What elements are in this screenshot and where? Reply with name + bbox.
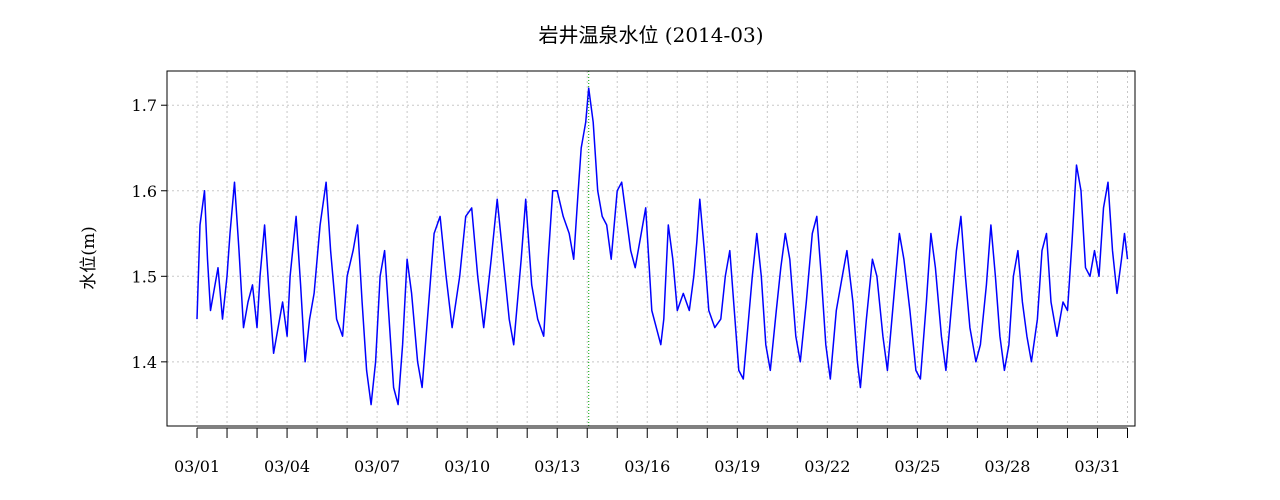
x-tick-label: 03/10 xyxy=(444,457,490,476)
y-axis: 1.4 1.5 1.6 1.7 xyxy=(132,96,167,372)
grid xyxy=(167,71,1135,426)
y-tick-label: 1.6 xyxy=(132,182,157,201)
y-axis-label: 水位(m) xyxy=(79,226,99,289)
water-level-series-line xyxy=(196,87,1129,406)
plot-frame xyxy=(166,70,1136,427)
x-tick-label: 03/01 xyxy=(174,457,220,476)
x-tick-label: 03/28 xyxy=(984,457,1030,476)
x-tick-label: 03/04 xyxy=(264,457,310,476)
x-tick-label: 03/22 xyxy=(804,457,850,476)
x-axis: 03/01 03/04 03/07 03/10 03/13 03/16 03/19 03/22… xyxy=(174,427,1128,476)
x-tick-label: 03/13 xyxy=(534,457,580,476)
y-tick-label: 1.4 xyxy=(132,353,157,372)
y-tick-label: 1.5 xyxy=(132,267,157,286)
series-layer xyxy=(196,87,1129,406)
x-tick-label: 03/25 xyxy=(894,457,940,476)
x-tick-label: 03/16 xyxy=(624,457,670,476)
x-tick-label: 03/31 xyxy=(1074,457,1120,476)
y-tick-label: 1.7 xyxy=(132,96,157,115)
chart-title: 岩井温泉水位 (2014-03) xyxy=(538,23,763,47)
x-tick-label: 03/19 xyxy=(714,457,760,476)
x-tick-label: 03/07 xyxy=(354,457,400,476)
